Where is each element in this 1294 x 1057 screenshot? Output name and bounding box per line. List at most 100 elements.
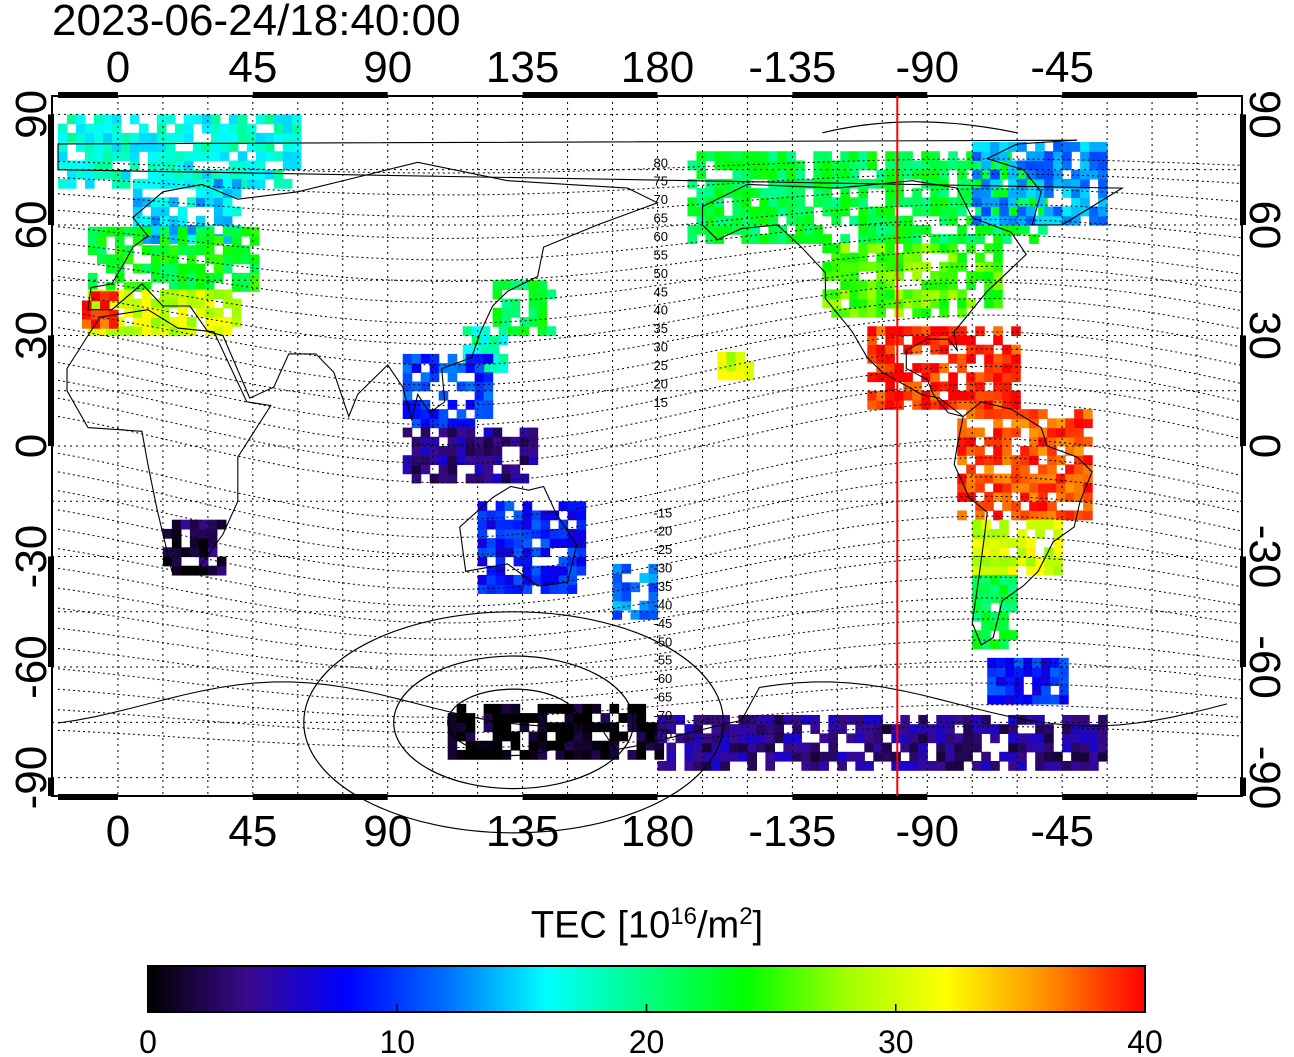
tec-cell [255,114,266,125]
tec-cell [198,547,209,558]
tec-cell [141,326,152,337]
tec-cell [207,547,218,558]
colorbar-title-close: ] [752,904,764,947]
tec-cell [774,733,784,744]
tec-cell [612,591,623,602]
tec-cell [189,519,200,530]
tec-cell [717,370,728,381]
tec-cell [273,151,284,162]
tec-cell [981,197,991,208]
tec-cell [75,123,86,134]
tec-cell [1035,188,1045,198]
tec-cell [1002,482,1012,493]
colorbar-title-main: TEC [10 [530,904,671,947]
tec-cell [1053,142,1063,152]
tec-cell [591,740,602,751]
tec-cell [801,714,811,725]
tec-cell [930,326,940,337]
tec-cell [1044,188,1054,198]
tec-cell [828,714,838,725]
tec-cell [528,307,539,318]
tec-cell [282,178,293,189]
tec-cell [990,761,1000,771]
tec-cell [159,298,170,309]
tec-cell [282,160,293,171]
tec-cell [447,399,458,410]
tec-cell [480,363,491,373]
tec-cell [1050,667,1060,677]
tec-cell [768,188,778,198]
tec-cell [201,123,212,134]
tec-cell [957,390,967,401]
tec-cell [1080,188,1090,198]
tec-cell [486,574,497,585]
tec-cell [993,252,1003,263]
tec-cell [198,528,209,539]
tec-cell [576,538,587,548]
tec-cell [576,519,587,530]
tec-cell [768,206,778,217]
tec-cell [429,455,440,466]
tec-cell [957,482,967,493]
tec-cell [1089,151,1099,162]
tec-cell [420,372,431,383]
tec-cell [141,317,152,327]
tec-cell [228,132,239,143]
tec-cell [1047,418,1057,429]
tec-cell [1017,714,1027,725]
tec-cell [645,740,656,751]
tec-cell [999,751,1009,762]
tec-cell [921,206,931,217]
tec-cell [456,722,467,733]
tec-cell [1011,206,1021,217]
tec-cell [900,733,910,744]
tec-cell [1074,464,1084,475]
tec-cell [972,519,982,530]
tec-cell [804,234,814,244]
tec-cell [990,169,1000,180]
tec-cell [948,372,958,383]
tec-cell [411,363,422,373]
tec-cell [984,289,994,300]
magnetic-latitude-label: 35 [653,321,667,336]
tec-cell [147,160,158,171]
tec-cell [912,399,922,410]
tec-cell [264,169,275,180]
tec-cell [759,169,769,180]
tec-cell [474,473,485,484]
tec-cell [564,722,575,733]
tec-cell [972,556,982,567]
tec-cell [1044,556,1054,567]
tec-cell [990,528,1000,539]
tec-cell [984,409,994,419]
tec-cell [1071,742,1081,753]
tec-cell [150,326,161,337]
tec-cell [474,749,485,760]
tec-cell [231,226,242,237]
tec-cell [114,289,125,300]
tec-cell [195,298,206,309]
tec-cell [156,169,167,180]
tec-cell [867,372,877,383]
tec-cell [576,547,587,558]
tec-cell [768,215,778,226]
tec-cell [411,473,422,484]
tec-cell [627,713,638,723]
tec-cell [213,188,224,198]
tec-cell [492,455,503,466]
tec-cell [1011,409,1021,419]
tec-cell [786,178,796,189]
tec-cell [1059,685,1069,696]
tec-cell [1011,455,1021,466]
tec-cell [492,722,503,733]
tec-cell [765,751,775,762]
left-lat-tick-label: -90 [7,746,56,810]
tec-cell [894,151,904,162]
tec-cell [609,740,620,751]
tec-cell [903,326,913,337]
tec-cell [519,326,530,337]
tec-cell [885,151,895,162]
tec-cell [1026,556,1036,567]
tec-cell [207,528,218,539]
tec-cell [903,298,913,309]
